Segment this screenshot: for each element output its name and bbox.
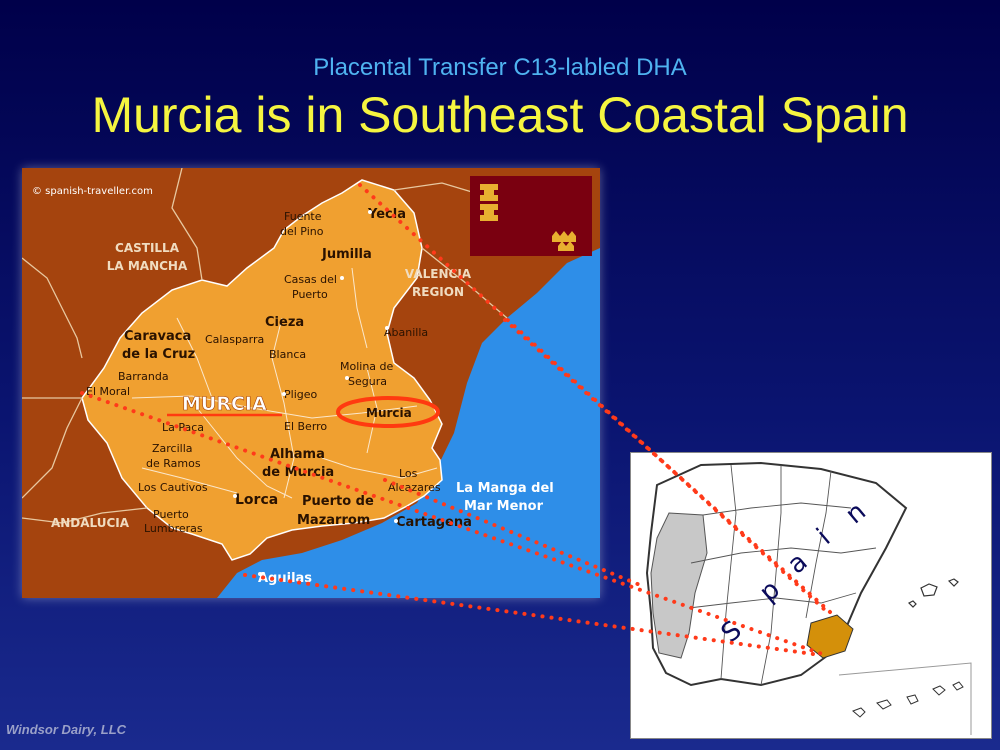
town-calasparra: Calasparra [205,333,264,346]
spain-inset-map: S p a i n [630,452,992,739]
slide-subtitle: Placental Transfer C13-labled DHA [313,54,687,81]
town-alcazares: Alcazares [388,481,441,494]
footer-credit: Windsor Dairy, LLC [6,722,127,737]
town-de-ramos: de Ramos [146,457,201,470]
town-fuente: Fuente [284,210,322,223]
town-mazarrom: Mazarrom [297,513,370,528]
town-la-paca: La Paca [162,421,204,434]
town-barranda: Barranda [118,370,169,383]
town-zarcilla: Zarcilla [152,442,193,455]
canary-box-border [838,662,972,735]
town-puerto: Puerto [292,288,328,301]
town-del-pino: del Pino [280,225,324,238]
town-los-cautivos: Los Cautivos [138,481,208,494]
town-el-berro: El Berro [284,420,327,433]
label-andalucia: ANDALUCIA [51,516,130,530]
town-abanilla: Abanilla [384,326,428,339]
town-dot [233,494,237,498]
town-dot [340,276,344,280]
label-castilla: CASTILLA [115,241,180,255]
town-caravaca: Caravaca [124,329,191,344]
town-puerto-lumbreras-2: Lumbreras [144,522,203,535]
town-dot [345,376,349,380]
town-lorca: Lorca [235,492,278,508]
town-molina-de: Molina de [340,360,394,373]
balearic-islands [907,578,959,608]
town-puerto-de: Puerto de [302,494,374,509]
town-la-manga: La Manga del [456,481,554,496]
town-alhama: Alhama [270,447,325,462]
town-el-moral: El Moral [86,385,130,398]
town-murcia-city: Murcia [366,406,412,420]
town-dot [258,572,262,576]
label-valencia: VALENCIA [405,267,472,281]
town-yecla: Yecla [367,207,406,222]
town-casas-del: Casas del [284,273,337,286]
town-de-la-cruz: de la Cruz [122,347,195,362]
label-la-mancha: LA MANCHA [107,259,188,273]
town-segura: Segura [348,375,387,388]
town-mar-menor: Mar Menor [464,499,544,514]
town-dot [385,326,389,330]
town-puerto-lumbreras-1: Puerto [153,508,189,521]
town-dot [394,519,398,523]
town-pligeo: Pligeo [284,388,317,401]
town-dot [368,210,372,214]
town-cieza: Cieza [265,315,304,330]
murcia-region-map: © spanish-traveller.com CASTILLA LA MANC… [21,167,600,598]
town-aguilas: Aguilas [258,571,312,586]
label-murcia-region: MURCIA [182,393,267,415]
town-blanca: Blanca [269,348,306,361]
map-credit: © spanish-traveller.com [32,186,153,197]
murcia-map-graphic: © spanish-traveller.com CASTILLA LA MANC… [21,167,600,598]
town-de-murcia: de Murcia [262,465,334,480]
town-jumilla: Jumilla [321,247,372,262]
town-cartagena: Cartagena [396,515,472,530]
slide-title: Murcia is in Southeast Coastal Spain [91,87,909,143]
town-los: Los [399,467,418,480]
canary-islands [852,681,964,718]
spain-map-graphic: S p a i n [645,461,972,735]
label-valencia-region: REGION [412,285,464,299]
town-dot [282,392,286,396]
